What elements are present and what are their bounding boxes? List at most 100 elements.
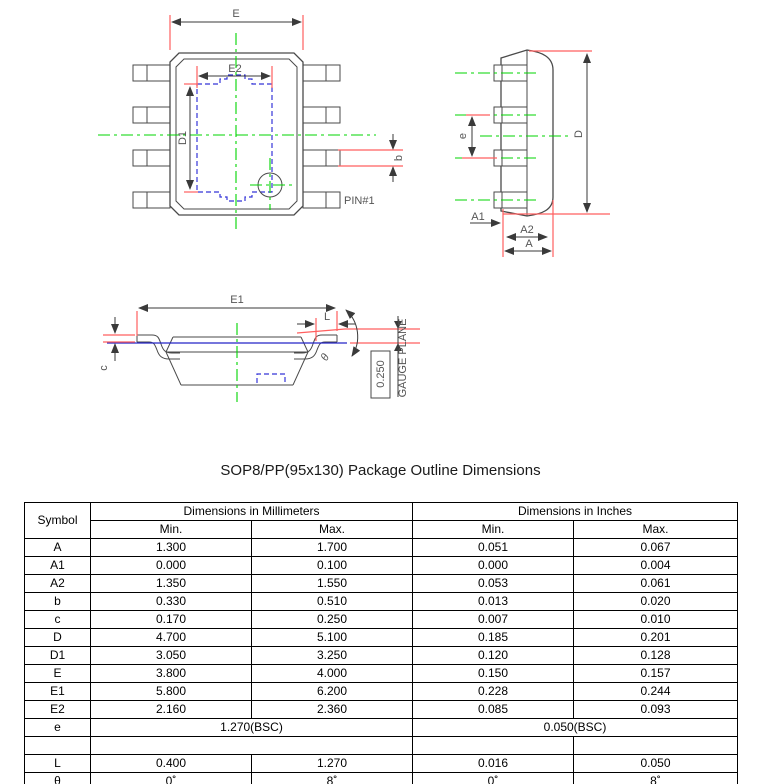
cell-symbol: E bbox=[24, 664, 91, 683]
cell-mm-max: 5.100 bbox=[251, 628, 413, 647]
dim-label-E2: E2 bbox=[228, 63, 241, 75]
cell-symbol: L bbox=[24, 754, 91, 773]
table-row: E1 5.800 6.200 0.228 0.244 bbox=[24, 682, 738, 701]
dimension-D: D bbox=[503, 50, 610, 215]
cell-mm-min: 3.800 bbox=[90, 664, 252, 683]
cell-in-min: 0.120 bbox=[412, 646, 574, 665]
cell-mm-span: 1.270(BSC) bbox=[90, 718, 413, 737]
dimension-E2: E2 bbox=[196, 63, 273, 88]
cell-in-max: 0.201 bbox=[573, 628, 738, 647]
table-row: E 3.800 4.000 0.150 0.157 bbox=[24, 664, 738, 683]
cell-mm-min: 0.330 bbox=[90, 592, 252, 611]
cell-mm-max: 2.360 bbox=[251, 700, 413, 719]
cell-in-min: 0.000 bbox=[412, 556, 574, 575]
table-row: θ 0˚ 8˚ 0˚ 8˚ bbox=[24, 772, 738, 784]
cell-symbol: D bbox=[24, 628, 91, 647]
header-mm: Dimensions in Millimeters bbox=[90, 502, 413, 521]
cell-mm-max: 0.250 bbox=[251, 610, 413, 629]
table-row: L 0.400 1.270 0.016 0.050 bbox=[24, 754, 738, 773]
cell-in-max: 0.128 bbox=[573, 646, 738, 665]
cell-in-max: 0.061 bbox=[573, 574, 738, 593]
table-row-e: e 1.270(BSC) 0.050(BSC) bbox=[24, 718, 738, 737]
cell-in-min: 0.228 bbox=[412, 682, 574, 701]
cell-symbol: D1 bbox=[24, 646, 91, 665]
dim-label-D: D bbox=[573, 130, 585, 138]
table-row: A1 0.000 0.100 0.000 0.004 bbox=[24, 556, 738, 575]
cell-mm-max: 1.550 bbox=[251, 574, 413, 593]
cell-symbol: A2 bbox=[24, 574, 91, 593]
table-row: b 0.330 0.510 0.013 0.020 bbox=[24, 592, 738, 611]
cell-in-max: 0.010 bbox=[573, 610, 738, 629]
dimension-b: b bbox=[338, 134, 405, 182]
cell-mm-min: 1.300 bbox=[90, 538, 252, 557]
table-row: E2 2.160 2.360 0.085 0.093 bbox=[24, 700, 738, 719]
cell-mm-span bbox=[90, 736, 413, 755]
gauge-plane-annotation: 0.250 GAUGE PLANE bbox=[370, 316, 409, 399]
cell-in-max: 0.093 bbox=[573, 700, 738, 719]
cell-mm-max: 4.000 bbox=[251, 664, 413, 683]
cell-in-min: 0.051 bbox=[412, 538, 574, 557]
table-row: D 4.700 5.100 0.185 0.201 bbox=[24, 628, 738, 647]
cell-symbol: E2 bbox=[24, 700, 91, 719]
table-row-blank bbox=[24, 736, 738, 755]
dim-label-c: c bbox=[98, 365, 110, 371]
cell-in-max: 8˚ bbox=[573, 772, 738, 784]
cell-mm-max: 6.200 bbox=[251, 682, 413, 701]
pins-left bbox=[132, 64, 171, 209]
dim-label-L: L bbox=[324, 311, 330, 323]
cell-in-max: 0.067 bbox=[573, 538, 738, 557]
cell-in-max: 0.157 bbox=[573, 664, 738, 683]
cell-mm-min: 0.000 bbox=[90, 556, 252, 575]
table-row: D1 3.050 3.250 0.120 0.128 bbox=[24, 646, 738, 665]
dim-label-A2: A2 bbox=[520, 224, 533, 236]
cell-symbol: θ bbox=[24, 772, 91, 784]
dim-label-A1: A1 bbox=[471, 211, 484, 223]
dimension-c: c bbox=[98, 317, 135, 371]
cell-in-span: 0.050(BSC) bbox=[412, 718, 738, 737]
dimension-theta: θ bbox=[296, 309, 420, 363]
cell-mm-max: 8˚ bbox=[251, 772, 413, 784]
cell-in-min bbox=[412, 736, 574, 755]
header-in-max: Max. bbox=[573, 520, 738, 539]
cell-symbol: b bbox=[24, 592, 91, 611]
cell-mm-min: 5.800 bbox=[90, 682, 252, 701]
dim-label-E1: E1 bbox=[230, 294, 243, 306]
dimension-A1: A1 bbox=[470, 209, 504, 257]
cell-symbol: A1 bbox=[24, 556, 91, 575]
table-row: A 1.300 1.700 0.051 0.067 bbox=[24, 538, 738, 557]
gauge-value-box bbox=[370, 350, 391, 399]
dimension-A2: A2 bbox=[506, 200, 554, 257]
cell-in-max: 0.244 bbox=[573, 682, 738, 701]
cell-mm-min: 4.700 bbox=[90, 628, 252, 647]
dimension-A: A bbox=[504, 238, 552, 255]
cell-in-max: 0.050 bbox=[573, 754, 738, 773]
dim-label-b: b bbox=[393, 155, 405, 161]
cell-mm-max: 0.100 bbox=[251, 556, 413, 575]
page-title: SOP8/PP(95x130) Package Outline Dimensio… bbox=[220, 462, 541, 479]
cell-symbol: A bbox=[24, 538, 91, 557]
cell-in-max: 0.004 bbox=[573, 556, 738, 575]
front-lead-left bbox=[136, 334, 180, 360]
cell-in-min: 0.013 bbox=[412, 592, 574, 611]
dim-label-e: e bbox=[457, 133, 469, 139]
cell-in-min: 0˚ bbox=[412, 772, 574, 784]
dimension-L: L bbox=[297, 311, 355, 341]
cell-mm-min: 0.400 bbox=[90, 754, 252, 773]
front-view: E1 L c θ bbox=[98, 294, 420, 402]
table-header-row-2: Min. Max. Min. Max. bbox=[25, 520, 738, 539]
package-body-inner-line bbox=[175, 58, 298, 210]
front-pad-mark bbox=[256, 373, 286, 383]
side-view: e D A1 A2 A bbox=[455, 49, 610, 257]
package-outline-drawing: E E2 D1 b bbox=[98, 8, 610, 402]
pins-right bbox=[302, 64, 341, 209]
dimension-E: E bbox=[169, 8, 304, 50]
cell-in-min: 0.007 bbox=[412, 610, 574, 629]
gauge-plane-label: GAUGE PLANE bbox=[397, 319, 409, 398]
cell-mm-max: 0.510 bbox=[251, 592, 413, 611]
dimensions-table: Symbol Dimensions in Millimeters Dimensi… bbox=[24, 502, 738, 784]
cell-in-min: 0.185 bbox=[412, 628, 574, 647]
cell-symbol: c bbox=[24, 610, 91, 629]
cell-symbol: E1 bbox=[24, 682, 91, 701]
cell-mm-min: 3.050 bbox=[90, 646, 252, 665]
